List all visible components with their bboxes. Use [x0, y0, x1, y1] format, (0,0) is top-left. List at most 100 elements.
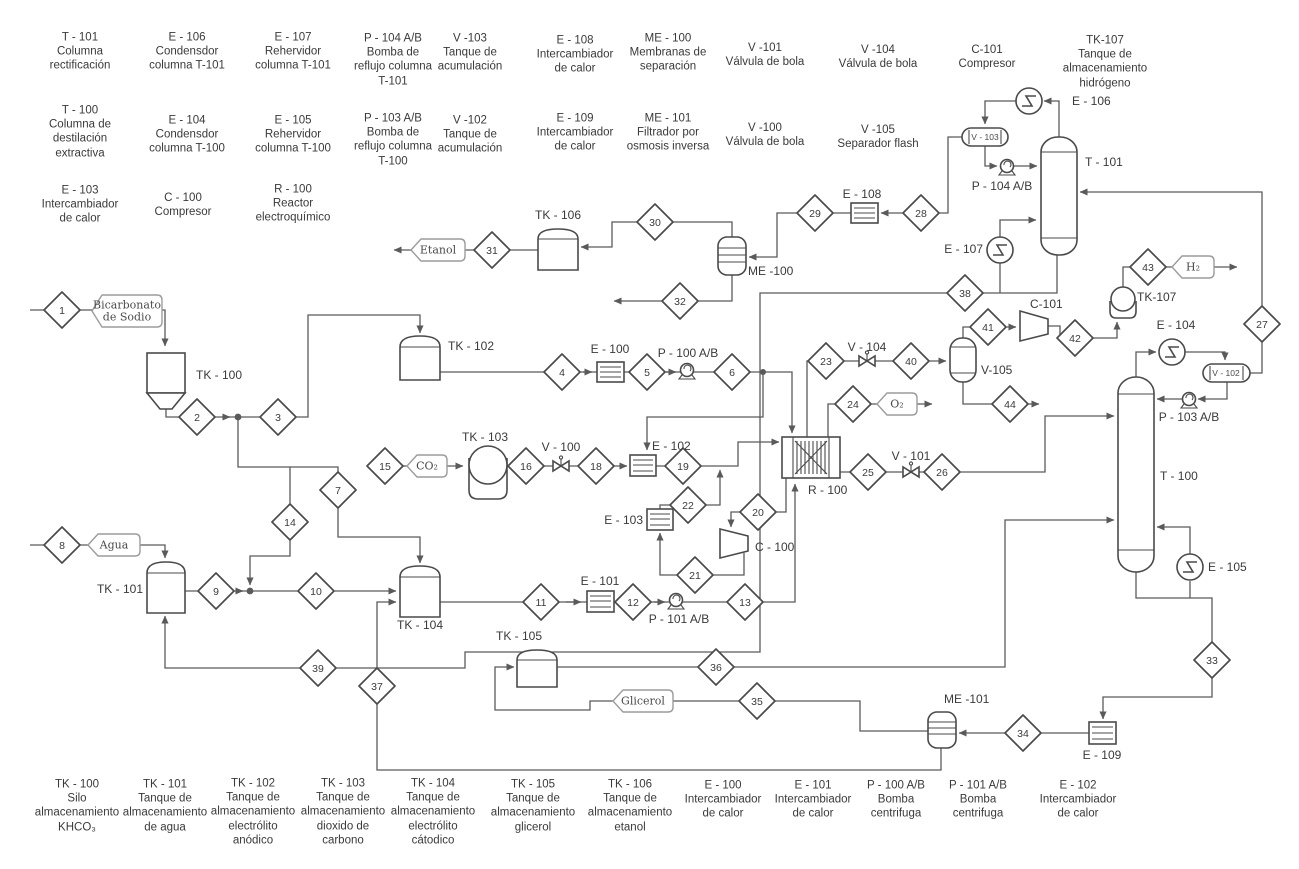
legend-line: Intercambiador [684, 793, 762, 806]
legend-line: Válvula de bola [838, 58, 918, 70]
stream-diamond-3 [259, 398, 297, 436]
e-102-exchanger [629, 454, 657, 477]
legend-bottom-e-100: E - 100 Intercambiador de calor [685, 779, 762, 822]
legend-line: Reactor [272, 197, 314, 210]
legend-bottom-tk-106: TK - 106 Tanque de almacenamiento etanol [588, 778, 672, 835]
legend-line: TK-107 [1086, 34, 1124, 47]
stream-diamond-44 [991, 385, 1029, 423]
legend-line: E - 107 [274, 31, 312, 44]
legend-line: Tanque de [443, 128, 497, 141]
p-103-pump-icon [1179, 391, 1199, 409]
stream-diamond-32 [661, 282, 699, 320]
legend-line: C - 100 [164, 191, 202, 204]
stream-number-40: 40 [905, 356, 917, 368]
legend-top-me-101: ME - 101 Filtrador por osmosis inversa [627, 112, 709, 155]
legend-line: Compresor [154, 206, 212, 218]
stream-number-39: 39 [312, 663, 324, 675]
legend-line: reflujo columna [354, 61, 432, 73]
v-105-drum [949, 337, 977, 383]
stream-diamond-36 [697, 648, 735, 686]
pipe [557, 516, 1115, 668]
pipe [1079, 188, 1263, 374]
pipe [613, 275, 733, 305]
legend-line: almacenamiento [300, 805, 386, 818]
equipment-label-c-100: C - 100 [755, 540, 795, 554]
legend-top-t-100: T - 100 Columna de destilación extractiva [49, 104, 111, 161]
equipment-label-tk-101: TK - 101 [97, 582, 143, 596]
stream-diamond-34 [1004, 714, 1042, 752]
equipment-label-e-106: E - 106 [1072, 94, 1111, 108]
equipment-label-v-100: V - 100 [542, 440, 581, 454]
pipe [494, 663, 928, 732]
legend-line: R - 100 [274, 183, 312, 196]
equipment-label-tk-100: TK - 100 [196, 368, 242, 382]
material-tag-bicarbonato-de-sodio [91, 294, 163, 328]
equipment-label-e-109: E - 109 [1083, 748, 1122, 762]
vessel-label-v-103: V - 103 [971, 132, 999, 142]
legend-line: Bomba [877, 793, 915, 806]
material-tag-glicerol [612, 689, 674, 713]
stream-diamond-2 [178, 398, 216, 436]
stream-diamond-12 [614, 583, 652, 621]
tk-101-tank [146, 561, 186, 614]
junction-dot [234, 413, 242, 421]
legend-top-e-104: E - 104 Condensdor columna T-100 [149, 114, 225, 157]
stream-diamond-33 [1193, 641, 1231, 679]
legend-top-p-103-a-b: P - 103 A/B Bomba de reflujo columna T-100 [354, 112, 432, 169]
legend-line: almacenamiento [1062, 63, 1148, 75]
legend-line: reflujo columna [354, 141, 432, 153]
stream-number-6: 6 [729, 367, 735, 379]
e-108-exchanger [850, 202, 879, 224]
legend-bottom-p-101-a-b: P - 101 A/B Bomba centrifuga [949, 779, 1007, 822]
legend-line: T-101 [378, 75, 408, 88]
legend-line: Compresor [958, 58, 1016, 70]
legend-line: ME - 101 [644, 112, 692, 125]
stream-number-10: 10 [310, 586, 322, 598]
legend-line: TK - 103 [320, 777, 366, 790]
legend-line: Tanque de [406, 791, 460, 804]
equipment-label-me-100: ME -100 [748, 264, 794, 278]
legend-line: Intercambiador [536, 48, 614, 61]
stream-number-43: 43 [1142, 262, 1154, 274]
legend-line: Válvula de bola [725, 56, 805, 68]
e-100-exchanger [596, 361, 625, 383]
legend-line: P - 103 A/B [364, 112, 422, 125]
stream-number-38: 38 [959, 288, 971, 300]
legend-line: de calor [1057, 808, 1099, 821]
stream-number-19: 19 [677, 461, 689, 473]
pipe [1197, 382, 1228, 403]
stream-diamond-7 [319, 471, 357, 509]
legend-line: Tanque de [316, 791, 370, 804]
stream-number-7: 7 [335, 485, 341, 497]
e-109-exchanger [1088, 721, 1117, 745]
stream-diamond-5 [628, 353, 666, 391]
e-106-condenser [1015, 87, 1043, 115]
legend-top-e-106: E - 106 Condensdor columna T-101 [149, 31, 225, 74]
legend-line: TK - 106 [607, 778, 653, 791]
stream-diamond-13 [726, 583, 764, 621]
e-107-reboiler [986, 236, 1014, 264]
material-tag-label: Bicarbonato [93, 299, 161, 312]
stream-diamond-29 [796, 194, 834, 232]
stream-diamond-6 [713, 353, 751, 391]
stream-number-28: 28 [915, 208, 927, 220]
legend-line: TK - 102 [230, 777, 276, 790]
legend-line: E - 106 [168, 31, 206, 44]
p-100-pump-icon [677, 362, 697, 380]
stream-number-20: 20 [752, 507, 764, 519]
legend-line: T-100 [378, 155, 408, 168]
legend-line: E - 105 [274, 114, 312, 127]
legend-line: columna T-100 [149, 143, 225, 156]
legend-line: TK - 100 [54, 778, 100, 791]
p-101-pump-icon [666, 592, 686, 610]
stream-diamond-26 [923, 453, 961, 491]
e-104-condenser [1158, 338, 1186, 366]
legend-line: de calor [59, 213, 101, 226]
legend-line: electrólito [228, 820, 278, 833]
stream-diamond-31 [473, 231, 511, 269]
legend-line: hidrógeno [1079, 77, 1131, 90]
me-100-membrane [717, 236, 747, 276]
legend-line: dioxido de [316, 820, 370, 833]
equipment-label-t-100: T - 100 [1160, 469, 1198, 483]
